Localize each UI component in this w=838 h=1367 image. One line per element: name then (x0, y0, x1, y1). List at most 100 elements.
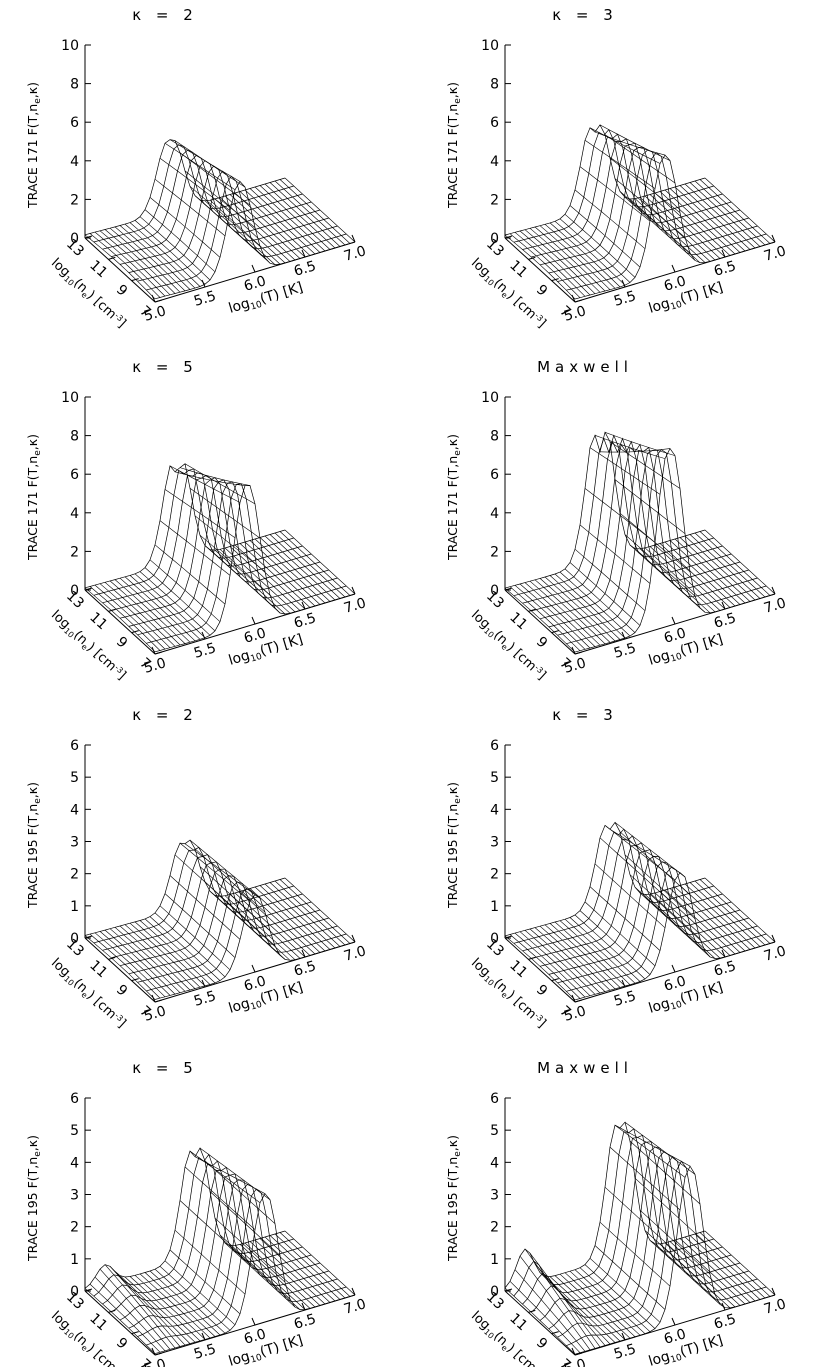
mesh-line-temperature (554, 221, 626, 286)
mesh-line-temperature (259, 185, 331, 250)
x-tick-label: 7.0 (762, 595, 788, 617)
mesh-line-temperature (689, 534, 761, 599)
z-tick-label: 1 (490, 899, 499, 915)
mesh-line-temperature (124, 223, 196, 289)
mesh-line-density (504, 124, 706, 236)
mesh-line-temperature (104, 582, 176, 647)
x-tick-label: 6.5 (292, 258, 318, 280)
mesh-line-temperature (619, 831, 691, 896)
x-tick-label: 5.0 (142, 1003, 168, 1025)
mesh-line-temperature (589, 447, 661, 495)
mesh-line-temperature (164, 1260, 236, 1326)
mesh-line-temperature (214, 549, 286, 615)
panel-title: κ = 5 (132, 358, 198, 376)
mesh-line-temperature (539, 1272, 611, 1345)
mesh-line-temperature (124, 576, 196, 642)
mesh-line-temperature (89, 586, 161, 651)
mesh-line-temperature (549, 1276, 621, 1342)
x-tick-label: 5.5 (612, 640, 638, 662)
mesh-line-temperature (519, 931, 591, 996)
mesh-line-temperature (584, 140, 656, 189)
mesh-line-temperature (609, 157, 681, 213)
mesh-line-temperature (164, 142, 236, 191)
mesh-line-density (146, 483, 347, 644)
mesh-line-temperature (244, 541, 316, 607)
mesh-line-temperature (599, 1221, 671, 1287)
y-axis-line (84, 1290, 156, 1356)
x-tick-label: 7.0 (342, 943, 368, 965)
x-tick (251, 264, 256, 273)
x-tick-label: 6.0 (242, 625, 268, 647)
panel-title: Maxwell (537, 1059, 633, 1077)
mesh-line-temperature (274, 1233, 346, 1299)
mesh-line-temperature (249, 888, 321, 953)
z-tick-label: 8 (490, 429, 499, 445)
x-tick (201, 279, 206, 288)
mesh-line-temperature (179, 842, 251, 902)
x-tick-label: 5.0 (142, 655, 168, 677)
mesh-line-temperature (229, 1245, 301, 1310)
mesh-line-temperature (239, 891, 311, 956)
mesh-line-temperature (269, 882, 341, 947)
x-tick-label: 6.0 (242, 1326, 268, 1348)
x-tick-label: 5.5 (612, 1341, 638, 1363)
x-tick (151, 994, 156, 1003)
mesh-line-temperature (664, 541, 736, 607)
mesh-line-temperature (139, 920, 211, 985)
mesh-line-temperature (694, 532, 766, 598)
mesh-line-temperature (279, 879, 351, 944)
z-tick-label: 0 (490, 1284, 499, 1300)
x-tick-label: 5.5 (192, 288, 218, 310)
mesh-line-temperature (634, 548, 706, 613)
mesh-line-temperature (129, 222, 201, 287)
z-tick-label: 8 (490, 77, 499, 93)
y-tick (84, 935, 93, 939)
x-tick-label: 6.0 (242, 973, 268, 995)
mesh-line-temperature (584, 488, 656, 543)
x-tick (671, 964, 676, 973)
x-tick-label: 6.5 (712, 958, 738, 980)
y-tick (528, 256, 536, 260)
mesh-line-temperature (279, 531, 351, 596)
mesh-line-temperature (559, 218, 631, 283)
y-tick (574, 999, 583, 1003)
z-axis-label: TRACE 195 F(T,ne,κ) (25, 782, 43, 909)
mesh-line-temperature (669, 188, 741, 253)
x-tick-label: 6.5 (712, 1311, 738, 1333)
mesh-line-temperature (254, 886, 326, 952)
mesh-line-temperature (284, 1230, 356, 1296)
mesh-line-temperature (669, 888, 741, 953)
x-tick-label: 5.0 (562, 1003, 588, 1025)
mesh-line-temperature (664, 889, 736, 955)
y-tick-label: 9 (533, 282, 550, 300)
y-axis-line (84, 589, 156, 655)
mesh-line-temperature (179, 1200, 251, 1265)
mesh-line-temperature (209, 199, 281, 265)
mesh-line-temperature (254, 1239, 326, 1305)
mesh-line-temperature (689, 1235, 761, 1300)
mesh-line-temperature (614, 1124, 686, 1178)
z-tick-label: 2 (490, 1220, 499, 1236)
mesh-line-temperature (649, 893, 721, 959)
z-tick-label: 2 (490, 544, 499, 560)
mesh-line-temperature (109, 928, 181, 993)
mesh-line-temperature (284, 529, 356, 595)
mesh-line-temperature (579, 910, 651, 975)
x-tick-label: 5.0 (142, 303, 168, 325)
mesh-line-temperature (189, 487, 261, 539)
z-tick-label: 3 (70, 1188, 79, 1204)
x-tick-label: 7.0 (342, 595, 368, 617)
mesh-line-temperature (214, 1217, 286, 1283)
mesh-line-temperature (534, 927, 606, 992)
mesh-line-temperature (264, 883, 336, 949)
mesh-line-temperature (209, 1191, 281, 1256)
mesh-line-temperature (549, 575, 621, 640)
x-tick (351, 1287, 356, 1296)
x-tick-label: 6.0 (662, 973, 688, 995)
y-axis-line (504, 237, 576, 303)
mesh-line-temperature (589, 886, 661, 951)
mesh-line-density (539, 443, 741, 620)
mesh-line-temperature (114, 1271, 186, 1346)
x-tick (351, 934, 356, 943)
x-tick (771, 934, 776, 943)
